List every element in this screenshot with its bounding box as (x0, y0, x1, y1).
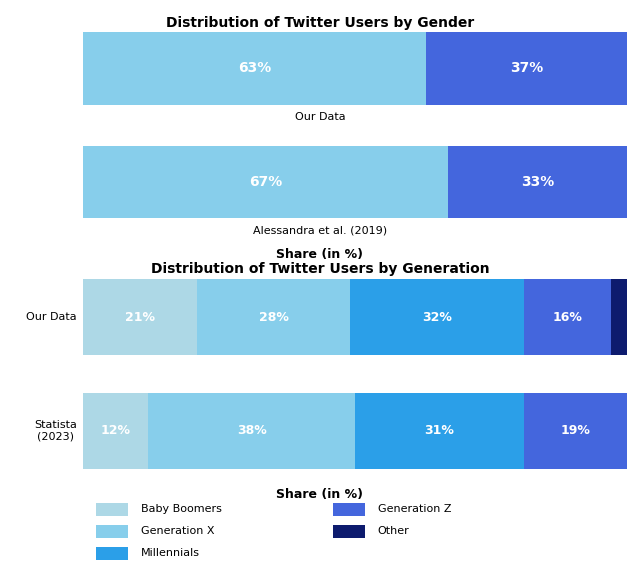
Bar (426, 32, 627, 105)
Text: 16%: 16% (552, 311, 582, 324)
Bar (355, 393, 524, 469)
Text: 32%: 32% (422, 311, 452, 324)
Bar (524, 279, 611, 355)
Text: Distribution of Twitter Users by Generation: Distribution of Twitter Users by Generat… (150, 262, 490, 276)
Text: 31%: 31% (424, 424, 454, 437)
Text: Our Data: Our Data (26, 312, 77, 322)
Text: Millennials: Millennials (141, 548, 200, 559)
Bar (448, 146, 627, 218)
Bar (524, 393, 627, 469)
Bar (197, 279, 349, 355)
Text: Generation X: Generation X (141, 526, 214, 537)
Bar (83, 279, 197, 355)
Bar (83, 393, 148, 469)
Text: 12%: 12% (101, 424, 131, 437)
Text: 33%: 33% (521, 175, 554, 189)
Text: Alessandra et al. (2019): Alessandra et al. (2019) (253, 225, 387, 235)
Text: Generation Z: Generation Z (378, 504, 451, 514)
Text: 21%: 21% (125, 311, 156, 324)
Text: 67%: 67% (249, 175, 282, 189)
Text: 19%: 19% (561, 424, 591, 437)
Text: 38%: 38% (237, 424, 267, 437)
Text: Baby Boomers: Baby Boomers (141, 504, 221, 514)
Text: 63%: 63% (238, 61, 271, 76)
Text: Share (in %): Share (in %) (276, 488, 364, 501)
Text: 37%: 37% (510, 61, 543, 76)
Text: 28%: 28% (259, 311, 289, 324)
Text: Other: Other (378, 526, 410, 537)
Text: Statista
(2023): Statista (2023) (34, 420, 77, 442)
Bar (349, 279, 524, 355)
Text: Our Data: Our Data (294, 112, 346, 122)
Bar (148, 393, 355, 469)
Text: Share (in %): Share (in %) (276, 248, 364, 261)
Bar (83, 32, 426, 105)
Text: Distribution of Twitter Users by Gender: Distribution of Twitter Users by Gender (166, 16, 474, 30)
Bar (611, 279, 627, 355)
Bar (83, 146, 448, 218)
